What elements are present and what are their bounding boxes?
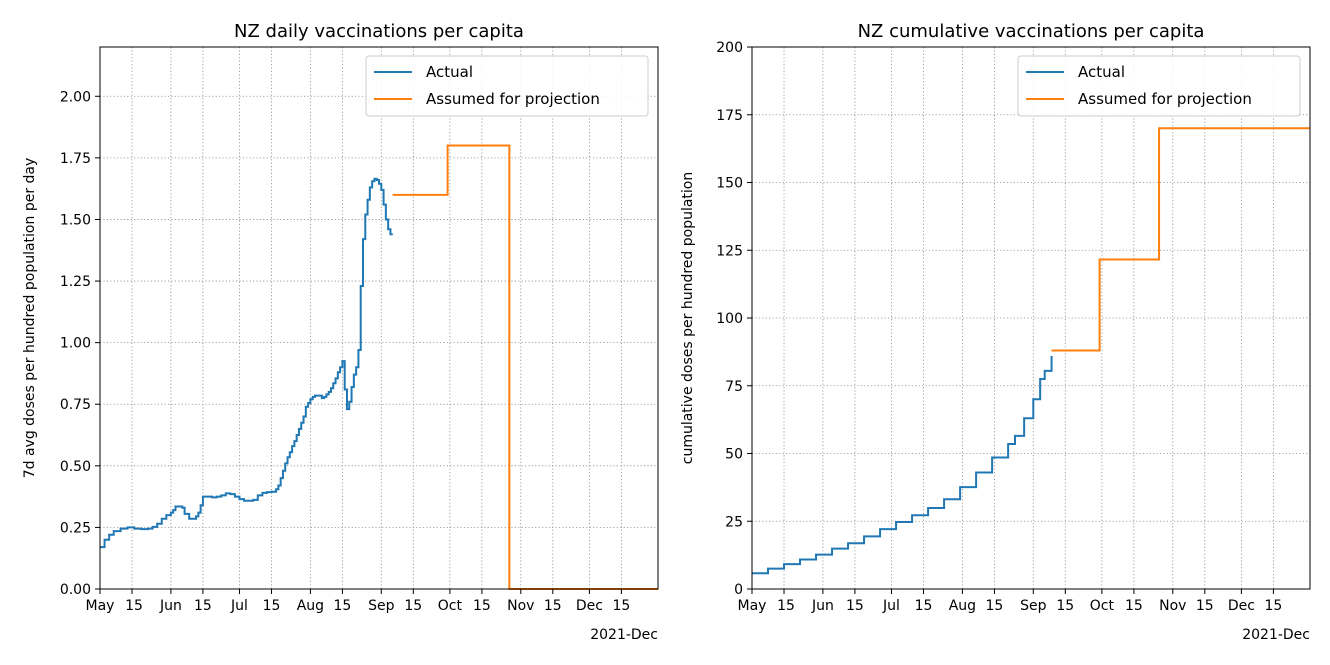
x-tick-label: Aug	[297, 598, 324, 614]
x-tick-label: 15	[777, 598, 795, 614]
y-tick-label: 175	[716, 108, 743, 124]
y-tick-label: 1.75	[60, 151, 91, 167]
x-offset-label: 2021-Dec	[1242, 627, 1310, 643]
y-tick-label: 0.25	[60, 520, 91, 536]
x-tick-label: Jul	[230, 598, 248, 614]
x-tick-label: Jul	[882, 598, 900, 614]
x-tick-label: Sep	[1020, 598, 1047, 614]
x-tick-label: Jun	[159, 598, 182, 614]
y-tick-label: 200	[716, 40, 743, 56]
projection-series-line	[1051, 127, 1310, 352]
y-tick-label: 100	[716, 311, 743, 327]
x-tick-label: May	[738, 598, 767, 614]
y-tick-label: 25	[725, 514, 743, 530]
x-offset-label: 2021-Dec	[590, 627, 658, 643]
legend-actual-label: Actual	[1078, 63, 1125, 81]
legend: Actual Assumed for projection	[1017, 55, 1301, 117]
x-tick-label: 15	[1125, 598, 1143, 614]
y-tick-label: 150	[716, 176, 743, 192]
x-tick-label: 15	[333, 598, 351, 614]
x-tick-label: Aug	[949, 598, 976, 614]
legend-projection-label: Assumed for projection	[426, 90, 600, 108]
y-tick-label: 0.75	[60, 397, 91, 413]
x-tick-label: Oct	[438, 598, 463, 614]
x-tick-label: 15	[612, 598, 630, 614]
y-tick-label: 0.50	[60, 459, 91, 475]
y-tick-label: 1.50	[60, 212, 91, 228]
x-tick-label: 15	[404, 598, 422, 614]
x-tick-label: Nov	[507, 598, 534, 614]
legend-actual-label: Actual	[426, 63, 473, 81]
x-tick-label: 15	[125, 598, 143, 614]
y-tick-label: 125	[716, 243, 743, 259]
daily-vaccinations-panel: May 15 Jun 15 Jul 15 Aug 15 Sep 15 Oct 15 Nov 15 Dec 15…	[22, 21, 659, 643]
x-tick-label: May	[86, 598, 115, 614]
x-tick-label: Oct	[1090, 598, 1115, 614]
cumulative-vaccinations-panel: May 15 Jun 15 Jul 15 Aug 15 Sep 15 Oct 15 Nov 15 Dec 15…	[680, 21, 1311, 643]
legend-projection-label: Assumed for projection	[1078, 90, 1252, 108]
y-tick-label: 0	[734, 582, 743, 598]
x-tick-label: 15	[473, 598, 491, 614]
x-tick-label: 15	[194, 598, 212, 614]
x-tick-label: Dec	[576, 598, 603, 614]
y-tick-label: 75	[725, 379, 743, 395]
x-tick-label: 15	[915, 598, 933, 614]
x-tick-label: 15	[1056, 598, 1074, 614]
x-tick-label: Nov	[1159, 598, 1186, 614]
legend-box	[1017, 55, 1301, 117]
y-tick-label: 2.00	[60, 89, 91, 105]
y-tick-label: 1.00	[60, 336, 91, 352]
legend: Actual Assumed for projection	[365, 55, 649, 117]
actual-series-line	[100, 177, 393, 549]
x-tick-label: Jun	[811, 598, 834, 614]
legend-box	[365, 55, 649, 117]
x-tick-label: 15	[544, 598, 562, 614]
x-tick-label: 15	[263, 598, 281, 614]
y-axis-label: cumulative doses per hundred population	[680, 172, 696, 465]
x-tick-label: 15	[846, 598, 864, 614]
x-tick-label: 15	[1196, 598, 1214, 614]
y-tick-label: 50	[725, 447, 743, 463]
actual-series-line	[752, 355, 1053, 575]
chart-title: NZ cumulative vaccinations per capita	[858, 21, 1205, 42]
y-tick-label: 0.00	[60, 582, 91, 598]
x-tick-label: 15	[985, 598, 1003, 614]
chart-title: NZ daily vaccinations per capita	[234, 21, 524, 42]
y-tick-label: 1.25	[60, 274, 91, 290]
axes-frame	[99, 46, 659, 590]
x-tick-label: Dec	[1228, 598, 1255, 614]
y-axis-label: 7d avg doses per hundred population per …	[22, 158, 38, 479]
x-tick-label: 15	[1264, 598, 1282, 614]
x-tick-label: Sep	[368, 598, 395, 614]
